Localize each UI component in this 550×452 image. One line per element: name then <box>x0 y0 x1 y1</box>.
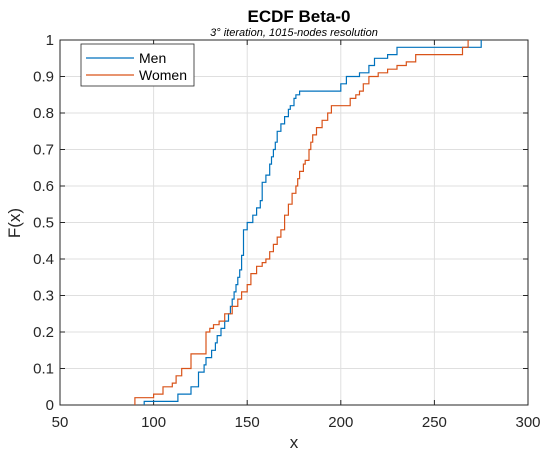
series-group <box>134 40 482 405</box>
series-line-men <box>143 40 482 405</box>
y-tick-label: 0.8 <box>33 105 54 122</box>
grid-lines <box>59 39 529 406</box>
legend-box <box>80 43 195 87</box>
y-tick-label: 0.2 <box>33 324 54 341</box>
y-tick-label: 0 <box>46 397 54 414</box>
x-tick-label: 50 <box>52 414 69 431</box>
y-tick-label: 0.3 <box>33 288 54 305</box>
x-tick-label: 200 <box>328 414 353 431</box>
chart-title: ECDF Beta-0 <box>248 7 351 26</box>
chart-subtitle: 3° iteration, 1015-nodes resolution <box>210 27 378 39</box>
x-tick-label: 150 <box>235 414 260 431</box>
series-line-women <box>134 40 469 405</box>
x-tick-label: 250 <box>422 414 447 431</box>
y-tick-label: 0.9 <box>33 69 54 86</box>
y-tick-label: 0.7 <box>33 142 54 159</box>
x-tick-label: 300 <box>515 414 540 431</box>
y-tick-label: 0.5 <box>33 215 54 232</box>
legend-label-women: Women <box>139 67 187 83</box>
axis-ticks: 50 100 150 200 250 300 0 0.1 0.2 0.3 0.4 0.5 0.6 0.7 0… <box>33 32 540 431</box>
y-tick-label: 0.6 <box>33 178 54 195</box>
y-axis-label: F(x) <box>5 208 24 238</box>
y-tick-label: 1 <box>46 32 54 49</box>
y-tick-label: 0.1 <box>33 361 54 378</box>
y-tick-label: 0.4 <box>33 251 54 268</box>
x-tick-label: 100 <box>141 414 166 431</box>
legend: Men Women <box>80 43 195 87</box>
x-axis-label: x <box>290 433 299 452</box>
legend-label-men: Men <box>139 50 166 66</box>
